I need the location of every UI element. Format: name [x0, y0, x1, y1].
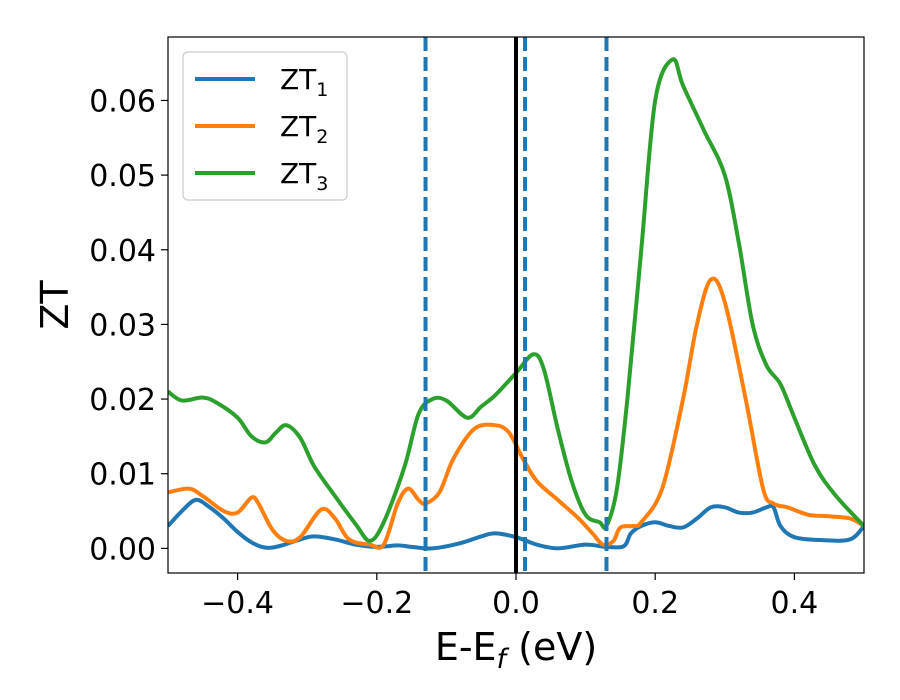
legend-label-zt3: ZT3: [280, 157, 328, 195]
x-tick-label: 0.2: [631, 586, 679, 621]
y-tick-label: 0.00: [89, 532, 156, 567]
legend-box: [182, 51, 348, 201]
x-tick-label: −0.4: [201, 586, 274, 621]
x-tick-label: 0.4: [771, 586, 819, 621]
x-axis-label-unit: (eV): [506, 625, 597, 669]
x-axis: −0.4 −0.2 0.0 0.2 0.4: [201, 573, 818, 621]
y-tick-label: 0.05: [89, 159, 156, 194]
legend-label-zt1: ZT1: [280, 63, 328, 101]
y-tick-label: 0.03: [89, 308, 156, 343]
y-axis-label: ZT: [33, 280, 77, 330]
x-tick-label: −0.2: [340, 586, 413, 621]
y-tick-label: 0.04: [89, 234, 156, 269]
legend: ZT1 ZT2 ZT3: [182, 51, 348, 201]
y-axis: 0.00 0.01 0.02 0.03 0.04 0.05 0.06: [89, 84, 168, 567]
y-tick-label: 0.02: [89, 383, 156, 418]
reference-lines: [423, 37, 609, 573]
x-axis-label-main: E-E: [435, 625, 497, 669]
series-line-zt3: [168, 57, 864, 543]
x-tick-label: 0.0: [492, 586, 540, 621]
x-axis-label: E-Ef (eV): [435, 625, 597, 675]
legend-label-zt2: ZT2: [280, 110, 328, 148]
series-line-zt1: [168, 497, 864, 551]
y-tick-label: 0.01: [89, 458, 156, 493]
series-lines: [168, 57, 864, 551]
series-line-zt2: [168, 276, 864, 550]
y-tick-label: 0.06: [89, 84, 156, 119]
